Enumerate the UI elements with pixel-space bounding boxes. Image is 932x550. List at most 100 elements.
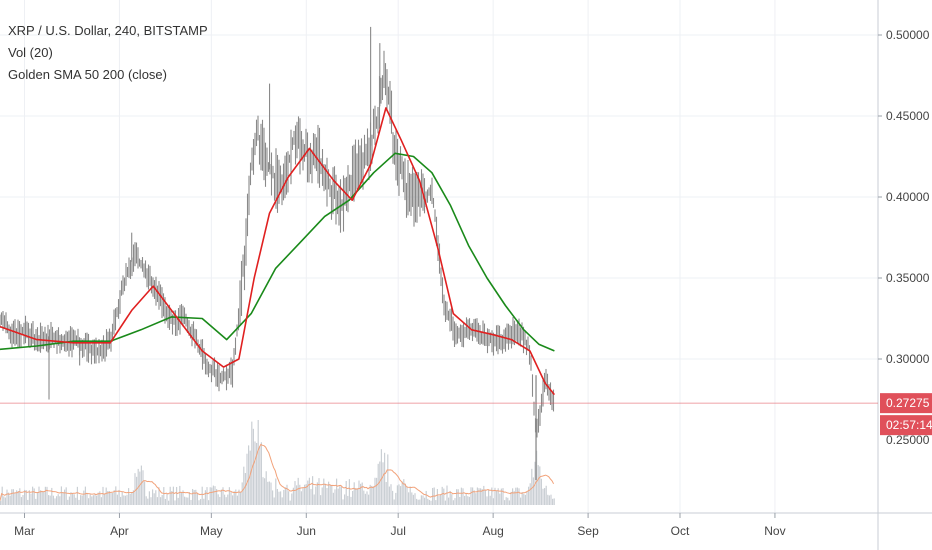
last-price-label: 0.27275 — [886, 396, 930, 410]
volume-bar — [515, 487, 517, 505]
volume-bar — [371, 485, 373, 505]
time-tick-label: Sep — [577, 524, 599, 538]
volume-bar — [227, 494, 229, 505]
volume-bar — [473, 490, 475, 505]
volume-bar — [156, 497, 158, 505]
volume-bar — [286, 484, 288, 505]
volume-bar — [105, 487, 107, 505]
volume-bar — [524, 494, 526, 505]
volume-bar — [334, 489, 336, 505]
volume-bar — [132, 490, 134, 505]
volume-bar — [385, 482, 387, 505]
volume-bar — [360, 483, 362, 505]
volume-bar — [240, 492, 242, 505]
volume-bar — [289, 500, 291, 505]
volume-bar — [280, 491, 282, 505]
volume-bar — [422, 495, 424, 505]
volume-bar — [387, 454, 389, 505]
time-axis[interactable]: Mar Apr May Jun Jul Aug Sep Oct Nov — [14, 513, 786, 538]
volume-bar — [529, 483, 531, 505]
price-tick-label: 0.40000 — [886, 190, 930, 204]
volume-bar — [92, 495, 94, 505]
volume-bar — [553, 498, 555, 505]
volume-bar — [510, 491, 512, 505]
volume-bar — [148, 491, 150, 505]
volume-bar — [44, 486, 46, 505]
volume-bar — [214, 486, 216, 505]
volume-bar — [352, 491, 354, 505]
volume-bar — [441, 486, 443, 505]
time-tick-label: Mar — [14, 524, 35, 538]
volume-bar — [372, 486, 374, 505]
volume-bar — [478, 488, 480, 505]
volume-bar — [321, 487, 323, 505]
symbol-title[interactable]: XRP / U.S. Dollar, 240, BITSTAMP — [8, 23, 208, 38]
volume-bar — [539, 466, 541, 505]
volume-bar — [425, 490, 427, 505]
volume-bar — [262, 477, 264, 505]
countdown-label: 02:57:14 — [886, 418, 932, 432]
volume-bar — [369, 484, 371, 505]
volume-bar — [201, 486, 203, 505]
volume-bar — [200, 499, 202, 505]
volume-bar — [395, 492, 397, 505]
volume-bar — [248, 445, 250, 505]
volume-bar — [67, 499, 69, 505]
volume-bar — [153, 493, 155, 505]
volume-bar — [472, 487, 474, 505]
volume-bar — [420, 495, 422, 505]
volume-bar — [243, 466, 245, 505]
volume-bar — [108, 491, 110, 505]
volume-bar — [484, 490, 486, 505]
volume-bar — [64, 489, 66, 505]
last-price-marker: 0.27275 02:57:14 — [0, 393, 932, 436]
volume-bar — [307, 480, 309, 505]
volume-bar — [406, 486, 408, 505]
volume-bar — [448, 497, 450, 505]
volume-bar — [219, 496, 221, 505]
volume-bar — [252, 428, 254, 505]
volume-bar — [268, 481, 270, 505]
series-layer — [0, 26, 556, 480]
volume-bar — [414, 493, 416, 505]
sma-indicator-label[interactable]: Golden SMA 50 200 (close) — [8, 67, 167, 82]
volume-bar — [444, 500, 446, 505]
volume-bar — [3, 496, 5, 505]
volume-bar — [508, 500, 510, 505]
volume-bar — [528, 486, 530, 505]
volume-bar — [547, 494, 549, 505]
volume-bar — [110, 492, 112, 505]
volume-bar — [489, 495, 491, 505]
volume-bar — [440, 494, 442, 505]
volume-bar — [41, 490, 43, 505]
volume-bar — [513, 491, 515, 505]
volume-bar — [320, 495, 322, 505]
volume-bar — [500, 488, 502, 505]
volume-bar — [35, 498, 37, 505]
volume-bar — [449, 490, 451, 505]
volume-bar — [14, 492, 16, 505]
volume-bar — [126, 494, 128, 505]
volume-bar — [196, 493, 198, 505]
volume-bar — [97, 492, 99, 505]
volume-bar — [304, 484, 306, 505]
volume-bar — [480, 488, 482, 505]
volume-bar — [256, 442, 258, 505]
volume-bar — [166, 493, 168, 505]
sma-50-line — [0, 107, 556, 396]
volume-bar — [220, 489, 222, 505]
volume-bar — [368, 494, 370, 505]
volume-bar — [48, 495, 50, 505]
volume-bar — [9, 495, 11, 505]
volume-indicator-label[interactable]: Vol (20) — [8, 45, 53, 60]
volume-bar — [145, 496, 147, 505]
volume-bar — [128, 488, 130, 505]
volume-bar — [324, 483, 326, 505]
volume-bar — [326, 488, 328, 505]
volume-bar — [540, 478, 542, 505]
volume-bar — [81, 495, 83, 505]
volume-bar — [318, 478, 320, 505]
volume-bar — [300, 491, 302, 505]
price-axis[interactable]: 0.50000 0.45000 0.40000 0.35000 0.30000 0.250… — [878, 28, 930, 447]
